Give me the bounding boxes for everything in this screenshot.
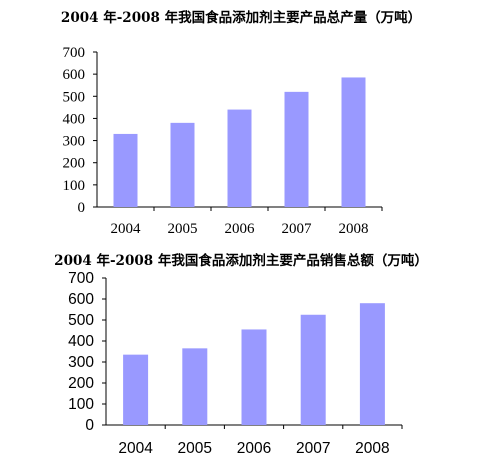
chart-title: 2004 年-2008 年我国食品添加剂主要产品销售总额（万吨） <box>54 252 428 269</box>
y-tick-label: 300 <box>63 134 86 150</box>
bar-2006 <box>241 329 267 425</box>
bars <box>123 303 385 425</box>
x-tick-label: 2007 <box>282 221 313 237</box>
y-tick-label: 300 <box>68 354 94 371</box>
bar-2007 <box>284 91 309 207</box>
y-tick-label: 600 <box>63 67 86 83</box>
y-tick-label: 0 <box>85 417 94 434</box>
y-tick-labels: 0 100 200 300 400 500 600 700 <box>68 270 94 434</box>
y-tick-label: 0 <box>78 200 86 216</box>
bar-2005 <box>170 122 195 207</box>
y-tick-label: 200 <box>68 375 94 392</box>
y-tick-label: 500 <box>63 89 86 105</box>
chart-title: 2004 年-2008 年我国食品添加剂主要产品总产量（万吨） <box>61 9 421 26</box>
bar-2005 <box>182 348 208 425</box>
y-tick-label: 700 <box>63 45 86 61</box>
bar-2008 <box>341 77 366 207</box>
x-tick-label: 2005 <box>168 221 198 237</box>
x-tick-label: 2007 <box>296 440 330 457</box>
bar-2006 <box>227 109 252 207</box>
y-tick-label: 100 <box>68 396 94 413</box>
x-tick-label: 2008 <box>355 440 389 457</box>
x-tick-label: 2005 <box>178 440 212 457</box>
y-tick-labels: 0 100 200 300 400 500 600 700 <box>63 45 86 216</box>
bar-2007 <box>300 314 326 425</box>
x-tick-label: 2004 <box>118 440 153 457</box>
y-tick-label: 700 <box>68 270 94 287</box>
y-tick-label: 100 <box>63 178 86 194</box>
y-tick-marks <box>93 51 383 211</box>
y-tick-marks <box>102 277 403 429</box>
bars <box>113 77 366 207</box>
y-tick-label: 400 <box>63 111 86 127</box>
x-tick-label: 2006 <box>225 221 256 237</box>
y-tick-label: 400 <box>68 333 94 350</box>
y-tick-label: 600 <box>68 291 94 308</box>
x-tick-label: 2006 <box>237 440 271 457</box>
x-tick-labels: 2004 2005 2006 2007 2008 <box>111 221 369 237</box>
x-tick-label: 2004 <box>111 221 142 237</box>
production-chart: 2004 年-2008 年我国食品添加剂主要产品总产量（万吨） 0 100 200 3… <box>61 9 421 237</box>
y-tick-label: 500 <box>68 312 94 329</box>
bar-2008 <box>359 303 385 425</box>
x-tick-label: 2008 <box>339 221 369 237</box>
bar-2004 <box>113 133 138 207</box>
bar-2004 <box>123 354 149 425</box>
y-tick-label: 200 <box>63 156 86 172</box>
sales-chart: 2004 年-2008 年我国食品添加剂主要产品销售总额（万吨） 0 100 200… <box>54 252 428 457</box>
x-tick-labels: 2004 2005 2006 2007 2008 <box>118 440 389 457</box>
